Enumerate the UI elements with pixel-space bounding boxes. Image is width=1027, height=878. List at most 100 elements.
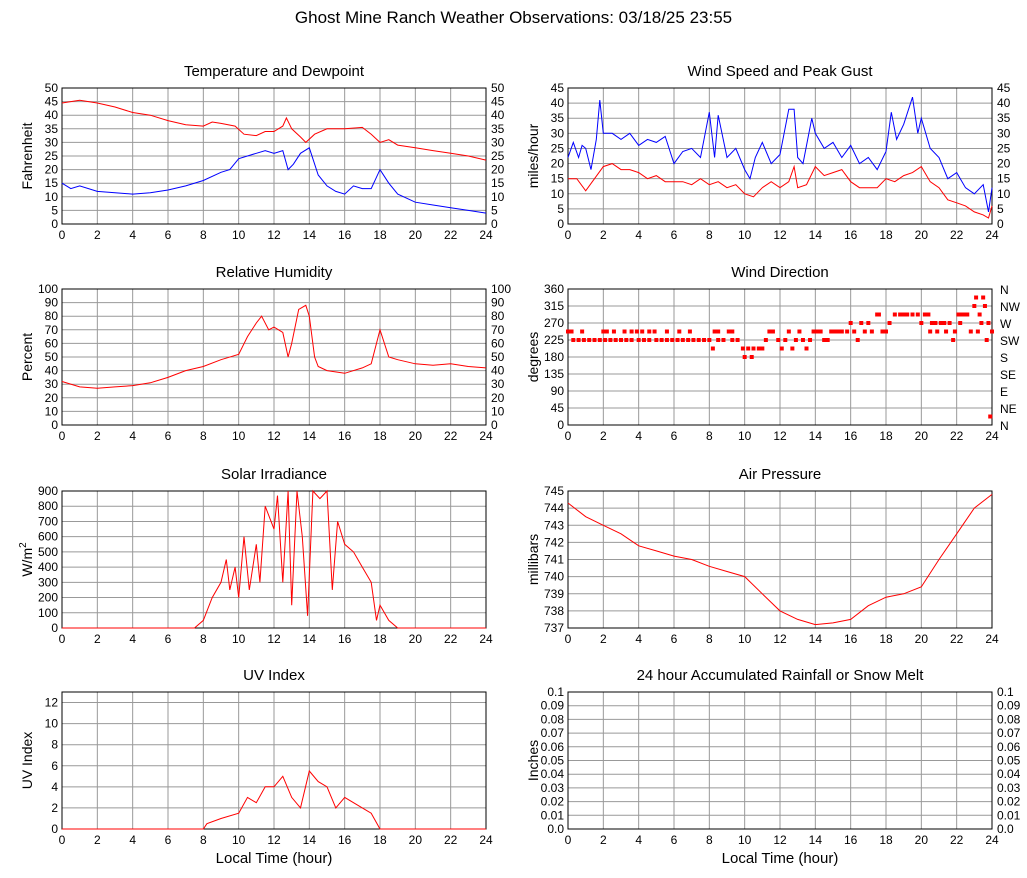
data-point: [611, 329, 616, 334]
data-point: [746, 346, 751, 351]
x-tick-label: 12: [267, 228, 281, 242]
y-tick-label: 315: [544, 299, 564, 313]
data-point: [597, 338, 602, 342]
data-point: [571, 338, 576, 342]
data-point: [876, 312, 881, 317]
series-solar-irradiance: [62, 489, 486, 629]
data-point: [592, 338, 597, 342]
data-point: [839, 329, 844, 334]
y-tick-label: 600: [38, 530, 58, 544]
data-point: [664, 329, 669, 334]
y-tick-label: 10: [45, 717, 59, 731]
data-point: [887, 321, 892, 325]
series-dewpoint: [61, 147, 487, 214]
data-point: [604, 329, 609, 334]
data-point: [829, 329, 834, 334]
compass-label: NW: [1000, 300, 1021, 314]
data-point: [767, 329, 772, 334]
series-wind-speed: [568, 163, 993, 219]
x-tick-label: 24: [479, 429, 493, 443]
data-point: [721, 338, 726, 342]
data-point: [756, 346, 761, 351]
plot-frame: [567, 288, 993, 426]
data-point: [707, 338, 712, 342]
data-point: [566, 329, 570, 334]
data-point: [730, 329, 735, 334]
x-tick-label: 12: [267, 429, 281, 443]
y-tick-label-right: 45: [491, 95, 505, 109]
y-tick-label-right: 10: [491, 404, 505, 418]
x-tick-label: 4: [129, 228, 136, 242]
y-tick-label-right: 30: [491, 135, 505, 149]
data-point: [884, 329, 888, 334]
compass-label: E: [1000, 385, 1008, 399]
y-tick-label: 0.09: [541, 699, 565, 713]
y-tick-label: 0.03: [541, 781, 565, 795]
x-tick-label: 2: [600, 228, 607, 242]
y-tick-label-right: 30: [997, 126, 1011, 140]
y-tick-label: 400: [38, 560, 58, 574]
y-tick-label: 6: [51, 759, 58, 773]
chart-title: Wind Speed and Peak Gust: [687, 63, 873, 80]
y-tick-label: 25: [45, 149, 59, 163]
series-air-pressure: [567, 494, 993, 626]
x-tick-label: 16: [338, 833, 352, 847]
y-tick-label: 225: [544, 333, 564, 347]
y-tick-label-right: 40: [997, 96, 1011, 110]
y-tick-label-right: 0.0: [997, 822, 1014, 836]
x-tick-label: 2: [94, 632, 101, 646]
data-point: [977, 312, 982, 317]
x-tick-label: 14: [809, 429, 823, 443]
data-point: [825, 338, 830, 342]
data-point: [965, 312, 970, 317]
series-temperature: [61, 99, 487, 161]
y-tick-label: 200: [38, 591, 58, 605]
x-tick-label: 22: [444, 833, 458, 847]
data-point: [776, 338, 781, 342]
y-tick-label-right: 5: [491, 203, 498, 217]
x-tick-label: 16: [338, 429, 352, 443]
data-point: [990, 329, 994, 334]
x-tick-label: 8: [200, 833, 207, 847]
x-tick-label: 16: [844, 632, 858, 646]
y-tick-label: 0: [51, 418, 58, 432]
data-point: [647, 338, 652, 342]
x-tick-label: 4: [129, 632, 136, 646]
series-wind-direction: [566, 295, 994, 419]
data-point: [892, 312, 897, 317]
y-tick-label: 4: [51, 780, 58, 794]
data-point: [951, 338, 956, 342]
y-tick-label: 900: [38, 484, 58, 498]
data-point: [855, 338, 860, 342]
chart-title: Air Pressure: [739, 466, 822, 483]
data-point: [783, 338, 788, 342]
y-tick-label: 0.1: [547, 685, 564, 699]
x-tick-label: 20: [915, 833, 929, 847]
compass-label: N: [1000, 283, 1009, 297]
data-point: [869, 329, 874, 334]
x-tick-label: 8: [200, 632, 207, 646]
y-tick-label: 20: [45, 391, 59, 405]
data-point: [652, 329, 657, 334]
data-point: [622, 329, 627, 334]
y-tick-label: 800: [38, 499, 58, 513]
x-tick-label: 18: [373, 632, 387, 646]
data-point: [608, 338, 613, 342]
x-tick-label: 14: [303, 429, 317, 443]
x-tick-label: 18: [879, 632, 893, 646]
y-tick-label: 0.02: [541, 795, 565, 809]
y-tick-label: 15: [551, 172, 565, 186]
y-tick-label-right: 100: [491, 282, 511, 296]
x-tick-label: 2: [600, 632, 607, 646]
x-tick-label: 14: [809, 632, 823, 646]
y-tick-label: 25: [551, 141, 565, 155]
x-tick-label: 2: [94, 228, 101, 242]
y-axis-label: Percent: [19, 333, 35, 381]
compass-label: SE: [1000, 368, 1016, 382]
y-tick-label: 0: [51, 822, 58, 836]
data-point: [634, 329, 639, 334]
data-point: [629, 338, 634, 342]
y-tick-label: 45: [551, 401, 565, 415]
